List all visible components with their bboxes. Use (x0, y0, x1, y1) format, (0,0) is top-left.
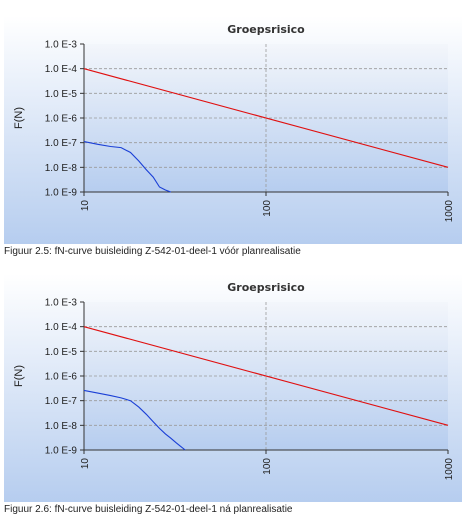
fn-curve (83, 389, 186, 451)
chart-title: Groepsrisico (227, 281, 305, 294)
fn-curve (83, 141, 171, 193)
y-tick-label: 1.0 E-9 (45, 446, 78, 457)
chart-title: Groepsrisico (227, 23, 305, 36)
x-tick-label: 1000 (444, 200, 455, 223)
figure-1: Groepsrisico 1.0 E-3 1.0 E-4 1.0 E-5 1.0 E-6… (0, 16, 466, 258)
y-axis-label: F(N) (13, 107, 25, 129)
norm-line (83, 326, 449, 426)
y-tick-label: 1.0 E-9 (45, 188, 78, 199)
y-tick-label: 1.0 E-8 (45, 163, 78, 174)
x-tick-label: 100 (262, 458, 273, 475)
y-tick-label: 1.0 E-4 (45, 64, 78, 75)
figure-caption: Figuur 2.6: fN-curve buisleiding Z-542-0… (4, 504, 293, 515)
y-tick-label: 1.0 E-5 (45, 89, 78, 100)
y-tick-label: 1.0 E-8 (45, 421, 78, 432)
x-tick-label: 100 (262, 200, 273, 217)
chart-2: Groepsrisico 1.0 E-3 1.0 E-4 1.0 E-5 1.0 E-6… (4, 274, 462, 502)
y-axis-label: F(N) (13, 365, 25, 387)
x-tick-label: 10 (80, 200, 91, 212)
x-tick-label: 10 (80, 458, 91, 470)
y-tick-label: 1.0 E-4 (45, 322, 78, 333)
y-tick-label: 1.0 E-3 (45, 40, 78, 51)
y-tick-label: 1.0 E-7 (45, 396, 78, 407)
figure-2: Groepsrisico 1.0 E-3 1.0 E-4 1.0 E-5 1.0 E-6… (0, 274, 466, 516)
chart-1: Groepsrisico 1.0 E-3 1.0 E-4 1.0 E-5 1.0 E-6… (4, 16, 462, 244)
x-tick-label: 1000 (444, 458, 455, 481)
y-tick-label: 1.0 E-5 (45, 347, 78, 358)
figure-caption: Figuur 2.5: fN-curve buisleiding Z-542-0… (4, 246, 301, 257)
y-tick-label: 1.0 E-3 (45, 298, 78, 309)
y-tick-label: 1.0 E-6 (45, 372, 78, 383)
y-tick-label: 1.0 E-7 (45, 138, 78, 149)
y-tick-label: 1.0 E-6 (45, 114, 78, 125)
norm-line (83, 68, 449, 168)
